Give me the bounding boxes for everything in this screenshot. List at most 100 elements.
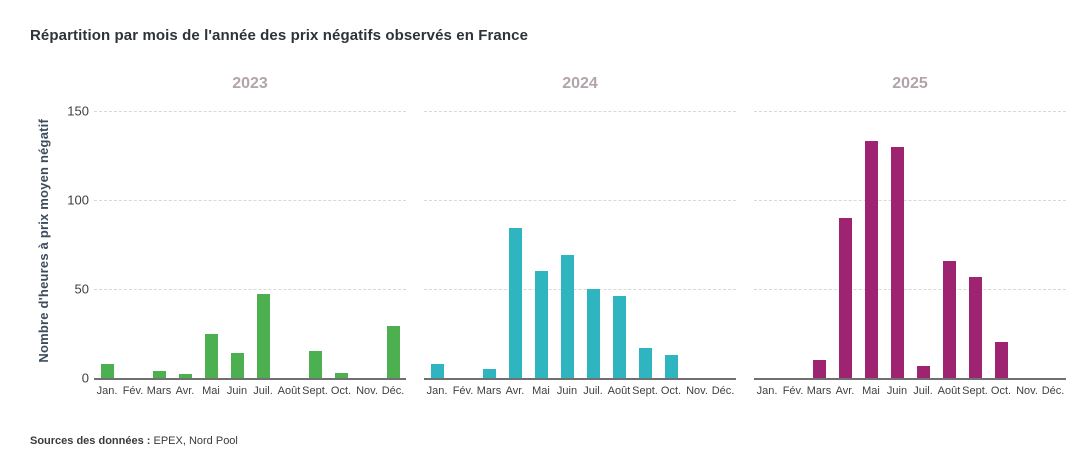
- month-label-Jan.: Jan.: [756, 385, 778, 397]
- y-axis-label-wrap: Nombre d'heures à prix moyen négatif: [30, 74, 56, 397]
- plot-area: [424, 111, 736, 380]
- month-label-Avr.: Avr.: [835, 385, 855, 397]
- month-label-Mars: Mars: [146, 385, 172, 397]
- month-label-Fév.: Fév.: [782, 385, 804, 397]
- month-label-Nov.: Nov.: [1016, 385, 1038, 397]
- bar-slot-Jan.: [94, 111, 120, 378]
- y-tick-label: 100: [67, 192, 89, 208]
- bar-slot-Oct.: [328, 111, 354, 378]
- bar-2023-Déc.: [386, 326, 400, 378]
- month-label-Juil.: Juil.: [253, 385, 273, 397]
- plot-area: [754, 111, 1066, 380]
- bar-2023-Avr.: [178, 374, 192, 378]
- month-label-Août: Août: [277, 385, 301, 397]
- month-label-Juil.: Juil.: [913, 385, 933, 397]
- bar-slot-Avr.: [172, 111, 198, 378]
- bar-slot-Fév.: [450, 111, 476, 378]
- bar-slot-Août: [606, 111, 632, 378]
- bar-2025-Juil.: [916, 365, 930, 378]
- month-label-Oct.: Oct.: [330, 385, 352, 397]
- bar-2025-Avr.: [838, 217, 852, 378]
- bar-2024-Avr.: [508, 228, 522, 378]
- bar-2023-Jan.: [100, 363, 114, 378]
- month-label-Déc.: Déc.: [381, 385, 405, 397]
- bar-slot-Juin: [554, 111, 580, 378]
- bars: [94, 111, 406, 378]
- source-value: EPEX, Nord Pool: [150, 435, 238, 447]
- gridline-150: [754, 111, 1066, 112]
- month-label-Avr.: Avr.: [175, 385, 195, 397]
- panel-2023: 2023 Jan. Fév. Mars Avr. Mai Juin Juil. Août Sept…: [94, 74, 406, 397]
- source-label: Sources des données :: [30, 435, 151, 447]
- gridline-150: [424, 111, 736, 112]
- bar-slot-Avr.: [832, 111, 858, 378]
- bar-slot-Mai: [198, 111, 224, 378]
- chart-figure: Répartition par mois de l'année des prix…: [30, 27, 1090, 447]
- y-axis-ticks: 0 50 100 150: [56, 104, 94, 386]
- gridline-50: [94, 289, 406, 290]
- gridline-50: [754, 289, 1066, 290]
- month-label-Août: Août: [937, 385, 961, 397]
- bar-slot-Oct.: [658, 111, 684, 378]
- bars: [754, 111, 1066, 378]
- bar-2024-Juil.: [586, 289, 600, 378]
- panel-2024: 2024 Jan. Fév. Mars Avr. Mai Juin Juil. Août Sept…: [424, 74, 736, 397]
- bar-slot-Mai: [528, 111, 554, 378]
- bar-slot-Nov.: [354, 111, 380, 378]
- month-label-Août: Août: [607, 385, 631, 397]
- bar-slot-Jan.: [424, 111, 450, 378]
- bar-slot-Juil.: [910, 111, 936, 378]
- y-tick-label: 50: [74, 281, 89, 297]
- bar-slot-Juin: [224, 111, 250, 378]
- month-label-Nov.: Nov.: [356, 385, 378, 397]
- month-label-Mai: Mai: [862, 385, 880, 397]
- bar-2023-Juin: [230, 353, 244, 378]
- bar-2023-Oct.: [334, 372, 348, 378]
- panel-2025: 2025 Jan. Fév. Mars Avr. Mai Juin Juil. Août Sept…: [754, 74, 1066, 397]
- month-label-Mai: Mai: [202, 385, 220, 397]
- x-axis-labels: Jan. Fév. Mars Avr. Mai Juin Juil. Août Sept. Oct…: [424, 385, 736, 397]
- bar-2023-Mars: [152, 370, 166, 378]
- bar-2025-Mars: [812, 360, 826, 378]
- month-label-Juin: Juin: [226, 385, 248, 397]
- month-label-Mars: Mars: [806, 385, 832, 397]
- month-label-Oct.: Oct.: [660, 385, 682, 397]
- bar-slot-Sept.: [302, 111, 328, 378]
- bar-slot-Mars: [806, 111, 832, 378]
- month-label-Avr.: Avr.: [505, 385, 525, 397]
- bar-slot-Mars: [146, 111, 172, 378]
- bar-2024-Oct.: [664, 354, 678, 378]
- bar-2024-Mars: [482, 369, 496, 378]
- bars: [424, 111, 736, 378]
- bar-2023-Mai: [204, 333, 218, 378]
- month-label-Sept.: Sept.: [302, 385, 328, 397]
- bar-2024-Août: [612, 296, 626, 378]
- month-label-Fév.: Fév.: [452, 385, 474, 397]
- y-axis-label: Nombre d'heures à prix moyen négatif: [35, 118, 51, 363]
- month-label-Nov.: Nov.: [686, 385, 708, 397]
- gridline-100: [754, 200, 1066, 201]
- bar-slot-Oct.: [988, 111, 1014, 378]
- panel-title: 2023: [232, 75, 268, 92]
- bar-2023-Sept.: [308, 351, 322, 378]
- source-note: Sources des données : EPEX, Nord Pool: [30, 435, 1090, 447]
- bar-slot-Avr.: [502, 111, 528, 378]
- bar-slot-Nov.: [1014, 111, 1040, 378]
- bar-2025-Oct.: [994, 342, 1008, 378]
- bar-slot-Nov.: [684, 111, 710, 378]
- month-label-Déc.: Déc.: [1041, 385, 1065, 397]
- month-label-Oct.: Oct.: [990, 385, 1012, 397]
- chart-title: Répartition par mois de l'année des prix…: [30, 27, 529, 44]
- bar-2023-Juil.: [256, 294, 270, 378]
- month-label-Sept.: Sept.: [632, 385, 658, 397]
- bar-2025-Juin: [890, 146, 904, 378]
- chart-area: Nombre d'heures à prix moyen négatif 0 50…: [30, 74, 1090, 397]
- bar-slot-Juil.: [580, 111, 606, 378]
- bar-2025-Août: [942, 260, 956, 378]
- y-tick-label: 150: [67, 103, 89, 119]
- gridline-150: [94, 111, 406, 112]
- x-axis-labels: Jan. Fév. Mars Avr. Mai Juin Juil. Août Sept. Oct…: [754, 385, 1066, 397]
- bar-2024-Sept.: [638, 347, 652, 378]
- bar-2024-Juin: [560, 255, 574, 378]
- month-label-Juin: Juin: [556, 385, 578, 397]
